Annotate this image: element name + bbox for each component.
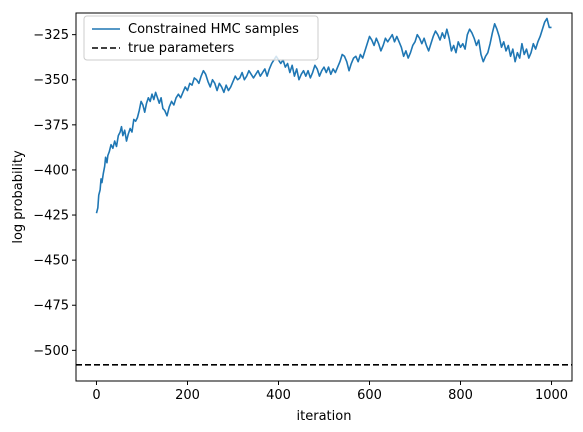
y-tick-label: −375 (33, 118, 69, 133)
x-axis-label: iteration (297, 409, 352, 424)
x-tick-label: 600 (357, 388, 382, 403)
y-tick-label: −500 (33, 344, 69, 359)
plot-frame (75, 12, 573, 382)
x-tick-label: 1000 (535, 388, 568, 403)
x-tick-label: 0 (92, 388, 100, 403)
y-tick-label: −325 (33, 28, 69, 43)
y-tick-label: −425 (33, 209, 69, 224)
x-axis-ticks: 0 200 400 600 800 1000 (92, 381, 568, 403)
y-axis-label: log probability (11, 150, 26, 244)
y-tick-label: −350 (33, 73, 69, 88)
legend: Constrained HMC samples true parameters (83, 15, 319, 61)
x-tick-label: 800 (448, 388, 473, 403)
legend-label-true-params: true parameters (128, 41, 234, 56)
y-axis-ticks: −500 −475 −450 −425 −400 −375 −350 −325 (33, 28, 76, 359)
y-tick-label: −450 (33, 254, 69, 269)
legend-label-hmc: Constrained HMC samples (128, 22, 299, 37)
y-tick-label: −475 (33, 299, 69, 314)
plot-area (76, 13, 572, 381)
legend-box (83, 15, 319, 61)
y-tick-label: −400 (33, 163, 69, 178)
data-layer (76, 17, 572, 366)
x-tick-label: 400 (266, 388, 291, 403)
x-tick-label: 200 (175, 388, 200, 403)
series-line-hmc-samples (95, 17, 552, 214)
